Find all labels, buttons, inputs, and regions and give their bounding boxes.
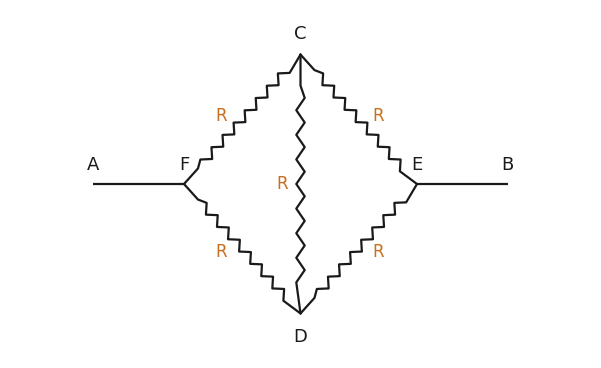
Text: R: R xyxy=(373,107,384,125)
Text: F: F xyxy=(179,156,189,174)
Text: R: R xyxy=(216,243,227,261)
Text: R: R xyxy=(373,243,384,261)
Text: D: D xyxy=(293,328,308,346)
Text: R: R xyxy=(216,107,227,125)
Text: C: C xyxy=(294,25,307,43)
Text: R: R xyxy=(276,175,288,193)
Text: A: A xyxy=(87,156,100,174)
Text: B: B xyxy=(501,156,514,174)
Text: E: E xyxy=(411,156,423,174)
